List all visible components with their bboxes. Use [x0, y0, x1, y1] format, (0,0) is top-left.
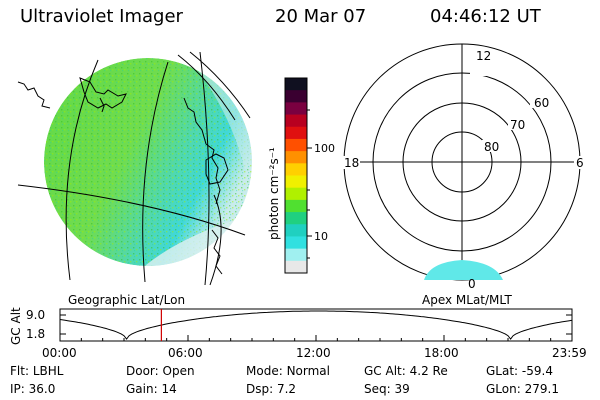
colorbar-band: [285, 224, 307, 237]
colorbar-label-10: 10: [314, 230, 328, 243]
info-gain: Gain: 14: [126, 382, 177, 396]
altitude-ytick-low: 1.8: [26, 327, 45, 341]
xtick-label-0600: 06:00: [168, 346, 203, 360]
info-flt: Flt: LBHL: [10, 364, 64, 378]
colorbar-band: [285, 126, 307, 140]
xtick-label-1800: 18:00: [424, 346, 459, 360]
colorbar-band: [285, 199, 307, 213]
colorbar-band: [285, 175, 307, 189]
polar-dial: [343, 43, 581, 281]
colorbar-band: [285, 138, 307, 152]
time-label: 04:46:12 UT: [430, 6, 541, 27]
date-label: 20 Mar 07: [275, 6, 367, 27]
altitude-ytick-high: 9.0: [26, 308, 45, 322]
altitude-curve: [59, 310, 573, 340]
xtick-label-0000: 00:00: [42, 346, 77, 360]
info-dsp: Dsp: 7.2: [246, 382, 297, 396]
colorbar-band: [285, 163, 307, 176]
mlat-label-60: 60: [534, 96, 549, 110]
mlt-label-18: 18: [344, 156, 359, 170]
polar-aurora: [424, 260, 503, 280]
colorbar-band: [285, 212, 307, 225]
mlat-label-70: 70: [510, 118, 525, 132]
colorbar-band: [285, 90, 307, 103]
altitude-ylabel: GC Alt: [9, 307, 23, 345]
colorbar: [285, 78, 307, 274]
info-ip: IP: 36.0: [10, 382, 56, 396]
colorbar-label-100: 100: [314, 142, 335, 155]
info-glon: GLon: 279.1: [486, 382, 559, 396]
colorbar-band: [285, 151, 307, 164]
colorbar-band: [285, 236, 307, 250]
colorbar-band: [285, 248, 307, 262]
info-glat: GLat: -59.4: [486, 364, 553, 378]
coastlines: [17, 77, 229, 275]
colorbar-frame: [284, 77, 308, 274]
instrument-title: Ultraviolet Imager: [20, 6, 183, 27]
colorbar-band: [285, 78, 307, 91]
info-seq: Seq: 39: [364, 382, 410, 396]
colorbar-band: [285, 187, 307, 201]
xtick-label-2359: 23:59: [552, 346, 587, 360]
info-mode: Mode: Normal: [246, 364, 330, 378]
lat-lon-grid: [17, 51, 251, 286]
altitude-plot: 9.0 1.8 GC Alt 00:00 06:00 12:00 18:00 2…: [9, 307, 587, 360]
info-door: Door: Open: [126, 364, 195, 378]
mlt-label-0: 0: [468, 277, 476, 291]
xtick-label-1200: 12:00: [296, 346, 331, 360]
mlt-label-12: 12: [476, 49, 491, 63]
mlt-label-6: 6: [576, 156, 584, 170]
left-panel-caption: Geographic Lat/Lon: [68, 293, 185, 307]
colorbar-band: [285, 102, 307, 116]
colorbar-unit-label: photon cm⁻²s⁻¹: [267, 147, 281, 240]
info-gc-alt: GC Alt: 4.2 Re: [364, 364, 448, 378]
mlat-label-80: 80: [484, 140, 499, 154]
right-panel-caption: Apex MLat/MLT: [422, 293, 512, 307]
colorbar-band: [285, 114, 307, 128]
colorbar-band: [285, 260, 307, 274]
